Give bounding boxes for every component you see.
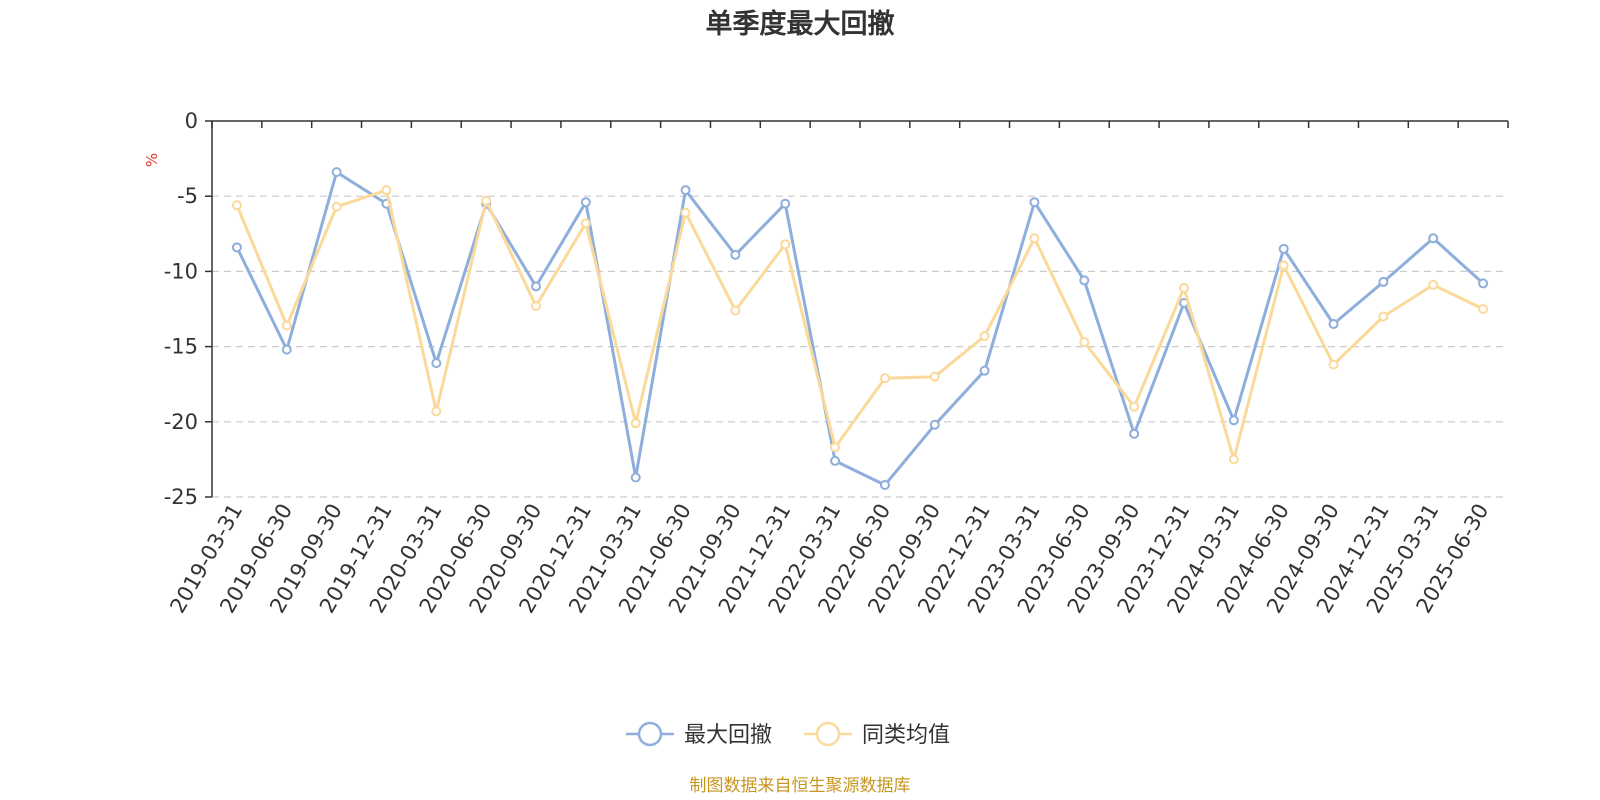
legend-circle-marker <box>815 721 841 747</box>
data-point[interactable] <box>1278 243 1289 254</box>
data-point[interactable] <box>481 195 492 206</box>
legend-item-1[interactable]: 最大回撤 <box>626 721 772 748</box>
data-point[interactable] <box>979 331 990 342</box>
data-point[interactable] <box>381 185 392 196</box>
data-point[interactable] <box>830 442 841 453</box>
data-point[interactable] <box>431 358 442 369</box>
data-point[interactable] <box>231 242 242 253</box>
legend-label: 同类均值 <box>862 723 950 748</box>
data-point[interactable] <box>331 201 342 212</box>
data-point[interactable] <box>879 479 890 490</box>
y-tick-label: -5 <box>177 184 198 208</box>
data-point[interactable] <box>979 365 990 376</box>
data-point[interactable] <box>680 207 691 218</box>
data-point[interactable] <box>1478 304 1489 314</box>
data-point[interactable] <box>580 218 591 229</box>
series-line <box>235 170 1485 487</box>
legend: 最大回撤 同类均值 <box>626 721 950 748</box>
source-note: 制图数据来自恒生聚源数据库 <box>690 776 911 796</box>
legend-label: 最大回撤 <box>684 723 772 748</box>
legend-item-2[interactable]: 同类均值 <box>804 721 950 748</box>
y-tick-label: -25 <box>164 485 198 509</box>
data-point[interactable] <box>780 198 791 209</box>
data-point[interactable] <box>1428 279 1439 290</box>
y-tick-label: -20 <box>164 410 198 434</box>
data-point[interactable] <box>680 185 691 196</box>
data-point[interactable] <box>630 472 641 483</box>
y-tick-label: -10 <box>164 259 198 283</box>
data-point[interactable] <box>281 344 292 355</box>
data-point[interactable] <box>231 200 242 211</box>
data-point[interactable] <box>929 419 940 430</box>
chart-title: 单季度最大回撤 <box>706 8 895 40</box>
data-point[interactable] <box>531 300 541 311</box>
data-point[interactable] <box>830 455 841 466</box>
series-2 <box>231 185 1489 465</box>
data-point[interactable] <box>331 167 342 178</box>
data-point[interactable] <box>929 371 940 382</box>
data-point[interactable] <box>1478 278 1489 289</box>
y-axis-ticks: 0 -5 -10 -15 -20 -25 <box>164 109 212 509</box>
data-point[interactable] <box>1328 319 1339 330</box>
data-point[interactable] <box>1029 197 1040 208</box>
data-point[interactable] <box>281 320 292 331</box>
data-point[interactable] <box>1328 359 1339 370</box>
data-point[interactable] <box>1228 454 1239 465</box>
series-1 <box>231 167 1489 490</box>
data-point[interactable] <box>879 373 890 384</box>
data-point[interactable] <box>531 281 541 292</box>
series-group <box>231 167 1489 490</box>
data-point[interactable] <box>1228 415 1239 426</box>
x-axis-ticks: 2019-03-312019-06-302019-09-302019-12-31… <box>165 499 1493 617</box>
data-point[interactable] <box>1029 233 1040 244</box>
data-point[interactable] <box>1428 233 1439 244</box>
legend-circle-marker <box>637 721 663 747</box>
data-point[interactable] <box>431 406 442 417</box>
grid-lines <box>212 195 1508 498</box>
data-point[interactable] <box>1079 337 1090 348</box>
data-point[interactable] <box>1278 260 1289 271</box>
data-point[interactable] <box>1378 276 1389 287</box>
data-point[interactable] <box>730 249 741 260</box>
data-point[interactable] <box>730 305 741 316</box>
series-line <box>235 188 1484 461</box>
y-axis-unit-label: % <box>143 153 161 167</box>
data-point[interactable] <box>780 239 791 250</box>
data-point[interactable] <box>580 197 591 208</box>
y-tick-label: -15 <box>164 335 198 359</box>
data-point[interactable] <box>1378 311 1389 322</box>
data-point[interactable] <box>1079 275 1090 286</box>
data-point[interactable] <box>1179 282 1189 293</box>
data-point[interactable] <box>1129 428 1140 439</box>
data-point[interactable] <box>630 418 641 429</box>
axes <box>211 120 1509 497</box>
y-tick-label: 0 <box>185 109 198 133</box>
data-point[interactable] <box>1129 401 1140 412</box>
